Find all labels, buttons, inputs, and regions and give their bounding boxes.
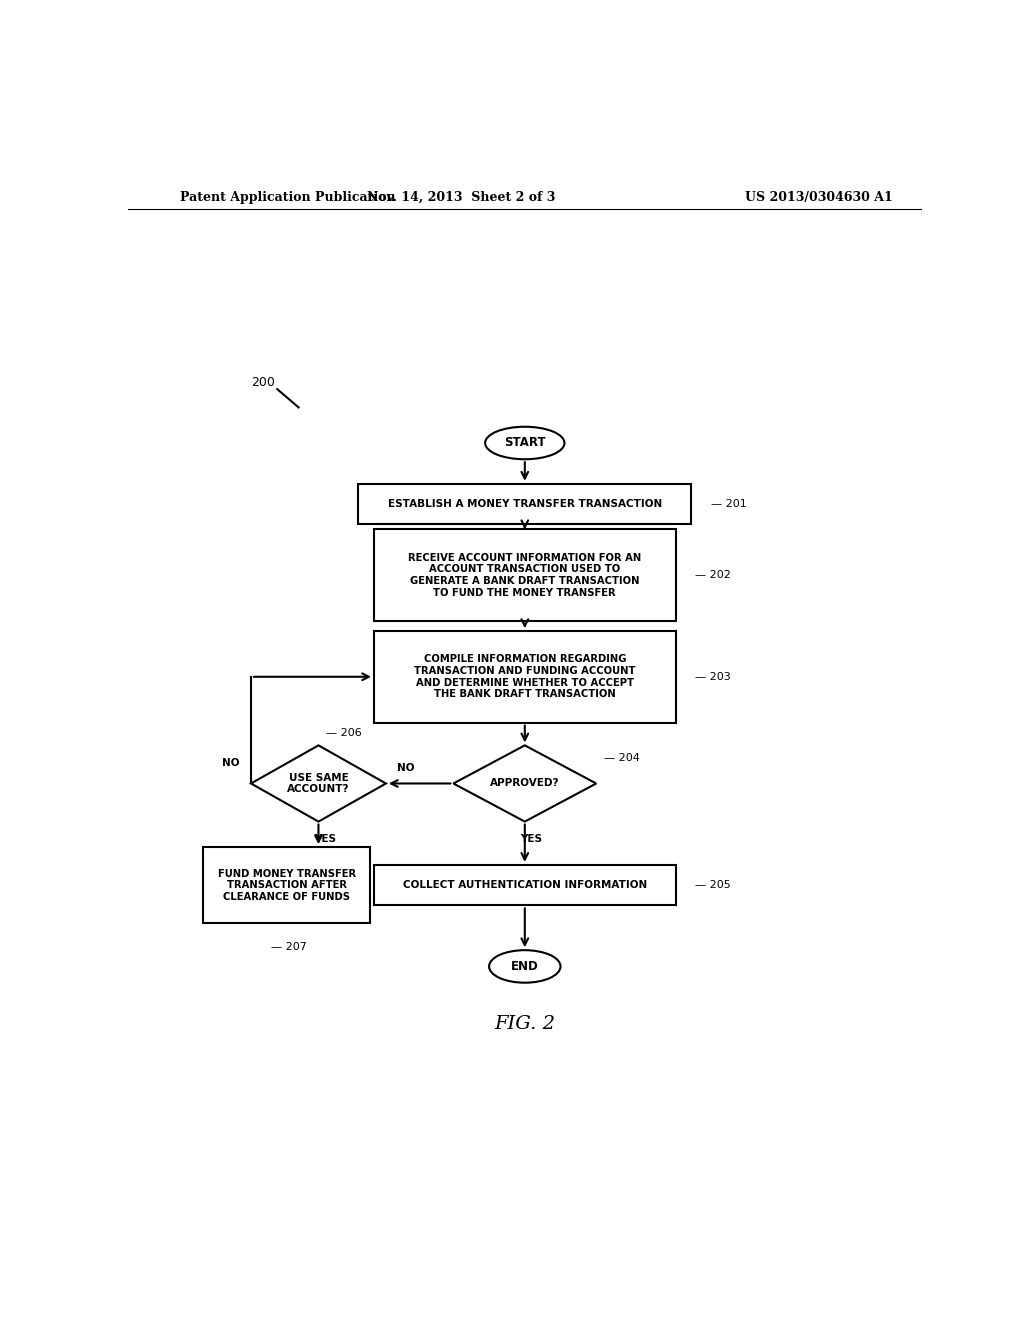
Text: USE SAME
ACCOUNT?: USE SAME ACCOUNT? <box>287 772 350 795</box>
Text: — 204: — 204 <box>604 754 640 763</box>
Text: — 205: — 205 <box>695 880 731 890</box>
FancyBboxPatch shape <box>374 529 676 620</box>
Ellipse shape <box>489 950 560 982</box>
Text: COLLECT AUTHENTICATION INFORMATION: COLLECT AUTHENTICATION INFORMATION <box>402 880 647 890</box>
Text: Nov. 14, 2013  Sheet 2 of 3: Nov. 14, 2013 Sheet 2 of 3 <box>368 190 555 203</box>
Text: US 2013/0304630 A1: US 2013/0304630 A1 <box>744 190 892 203</box>
Text: RECEIVE ACCOUNT INFORMATION FOR AN
ACCOUNT TRANSACTION USED TO
GENERATE A BANK D: RECEIVE ACCOUNT INFORMATION FOR AN ACCOU… <box>409 553 641 598</box>
Text: FUND MONEY TRANSFER
TRANSACTION AFTER
CLEARANCE OF FUNDS: FUND MONEY TRANSFER TRANSACTION AFTER CL… <box>218 869 355 902</box>
Text: NO: NO <box>397 763 415 774</box>
Text: — 207: — 207 <box>270 941 307 952</box>
Text: 200: 200 <box>251 375 274 388</box>
Text: — 202: — 202 <box>695 570 731 579</box>
Text: APPROVED?: APPROVED? <box>490 779 559 788</box>
FancyBboxPatch shape <box>374 865 676 906</box>
Ellipse shape <box>485 426 564 459</box>
Text: START: START <box>504 437 546 450</box>
Text: ESTABLISH A MONEY TRANSFER TRANSACTION: ESTABLISH A MONEY TRANSFER TRANSACTION <box>388 499 662 510</box>
Polygon shape <box>251 746 386 821</box>
Text: Patent Application Publication: Patent Application Publication <box>179 190 395 203</box>
Text: — 201: — 201 <box>712 499 748 510</box>
Polygon shape <box>454 746 596 821</box>
FancyBboxPatch shape <box>204 847 370 923</box>
FancyBboxPatch shape <box>374 631 676 722</box>
FancyBboxPatch shape <box>358 483 691 524</box>
Text: COMPILE INFORMATION REGARDING
TRANSACTION AND FUNDING ACCOUNT
AND DETERMINE WHET: COMPILE INFORMATION REGARDING TRANSACTIO… <box>414 655 636 700</box>
Text: FIG. 2: FIG. 2 <box>495 1015 555 1034</box>
Text: — 203: — 203 <box>695 672 731 681</box>
Text: — 206: — 206 <box>327 727 362 738</box>
Text: YES: YES <box>520 834 542 843</box>
Text: YES: YES <box>313 834 336 843</box>
Text: NO: NO <box>222 758 240 768</box>
Text: END: END <box>511 960 539 973</box>
